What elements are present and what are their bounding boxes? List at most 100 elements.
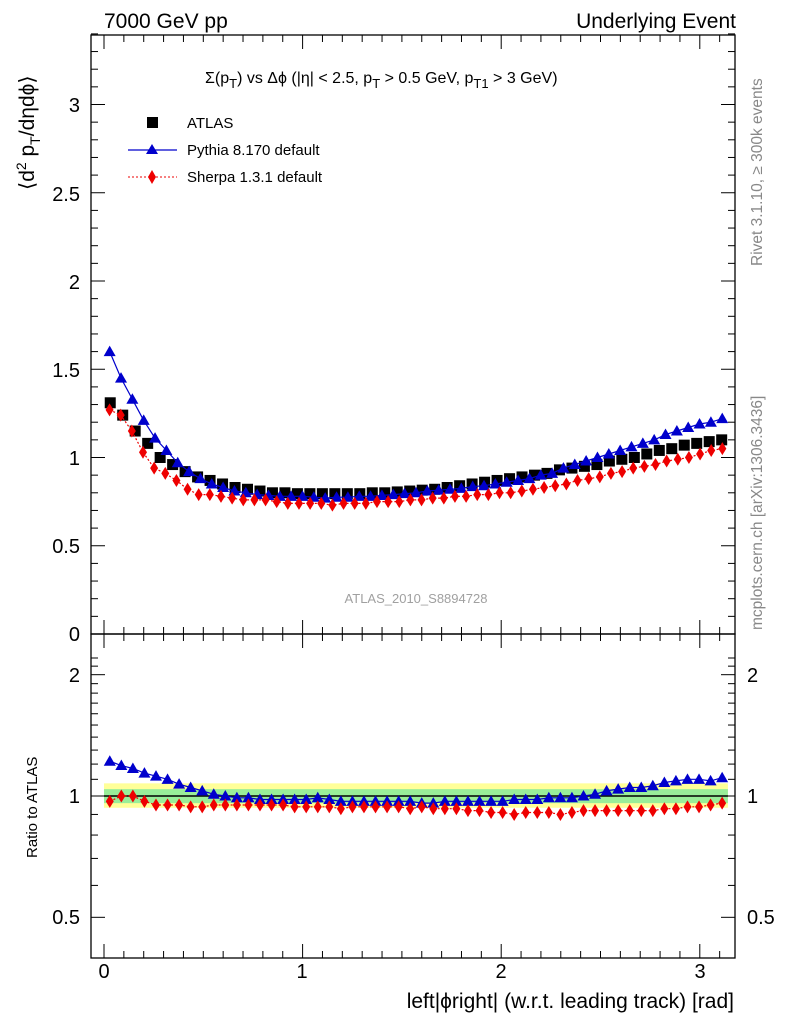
legend-label-sherpa: Sherpa 1.3.1 default xyxy=(187,169,323,186)
x-tick-2: 2 xyxy=(495,961,506,983)
sherpa-point xyxy=(495,486,504,500)
sherpa-ratio-point xyxy=(348,800,357,814)
pythia-point xyxy=(716,412,729,424)
sherpa-point xyxy=(540,481,549,495)
atlas-point xyxy=(516,471,528,483)
pythia-point xyxy=(580,455,593,466)
atlas-point xyxy=(304,488,316,500)
pythia-ratio-point xyxy=(323,793,336,805)
sherpa-ratio-point xyxy=(232,798,241,812)
sherpa-ratio-point xyxy=(383,800,392,814)
pythia-point xyxy=(421,485,434,496)
sherpa-point xyxy=(640,459,649,473)
atlas-point xyxy=(416,484,428,496)
pythia-ratio-point xyxy=(542,791,555,803)
atlas-point xyxy=(142,437,154,449)
pythia-point xyxy=(546,467,559,478)
pythia-ratio-point xyxy=(600,784,613,796)
main-y-tick-2.5: 2.5 xyxy=(52,184,80,206)
pythia-point xyxy=(194,472,207,484)
sherpa-ratio-point xyxy=(359,800,368,814)
pythia-ratio-point xyxy=(242,791,255,803)
sherpa-point xyxy=(551,479,560,493)
pythia-ratio-point xyxy=(658,776,671,788)
pythia-point xyxy=(217,481,230,493)
pythia-ratio-point xyxy=(554,791,567,803)
sherpa-point xyxy=(595,470,604,484)
pythia-ratio-point xyxy=(508,793,521,805)
sherpa-ratio-point xyxy=(510,807,519,821)
ratio-series-group xyxy=(103,755,729,821)
atlas-point xyxy=(266,487,278,499)
x-tick-3: 3 xyxy=(694,961,705,983)
sherpa-ratio-point xyxy=(683,800,692,814)
atlas-point xyxy=(666,443,678,455)
rivet-label: Rivet 3.1.10, ≥ 300k events xyxy=(749,78,766,266)
sherpa-point xyxy=(272,495,281,509)
pythia-point xyxy=(523,472,536,484)
ratio-y-tick-2-right: 2 xyxy=(747,665,758,687)
sherpa-point xyxy=(395,495,404,509)
pythia-ratio-point xyxy=(149,770,162,781)
main-y-tick-1: 1 xyxy=(69,448,80,470)
sherpa-ratio-point xyxy=(475,804,484,818)
pythia-ratio-point xyxy=(473,795,486,806)
sherpa-point xyxy=(562,477,571,491)
sherpa-ratio-point xyxy=(452,802,461,816)
sherpa-ratio-point xyxy=(255,798,264,812)
sherpa-ratio-point xyxy=(140,794,149,808)
pythia-point xyxy=(489,477,502,489)
sherpa-point xyxy=(696,447,705,461)
sherpa-ratio-point xyxy=(117,789,126,803)
atlas-point xyxy=(316,488,328,500)
pythia-ratio-point xyxy=(288,793,301,805)
ratio-y-tick-1: 1 xyxy=(69,786,80,808)
pythia-point xyxy=(183,465,196,477)
sherpa-ratio-point xyxy=(163,798,172,812)
sherpa-point xyxy=(406,493,415,507)
sherpa-ratio-point xyxy=(267,798,276,812)
atlas-point xyxy=(616,453,628,465)
pythia-ratio-point xyxy=(115,759,128,771)
sherpa-ratio-point xyxy=(487,806,496,820)
pythia-point xyxy=(557,462,570,473)
analysis-watermark: ATLAS_2010_S8894728 xyxy=(345,591,488,606)
main-y-axis-label: ⟨d2 pT/dηdϕ⟩ xyxy=(13,75,43,190)
sherpa-ratio-point xyxy=(151,798,160,812)
sherpa-ratio-point xyxy=(660,802,669,816)
sherpa-point xyxy=(673,452,682,466)
sherpa-ratio-point xyxy=(498,806,507,820)
sherpa-point xyxy=(172,473,181,487)
pythia-point xyxy=(704,416,717,427)
atlas-point xyxy=(391,486,403,498)
sherpa-point xyxy=(606,466,615,480)
pythia-ratio-point xyxy=(311,791,324,803)
sherpa-point xyxy=(584,472,593,486)
atlas-point xyxy=(179,466,191,478)
sherpa-point xyxy=(116,408,125,422)
sherpa-ratio-point xyxy=(128,789,137,803)
sherpa-point xyxy=(618,465,627,479)
sherpa-ratio-point xyxy=(556,807,565,821)
sherpa-ratio-point xyxy=(533,806,542,820)
header-right: Underlying Event xyxy=(576,10,736,33)
pythia-ratio-point xyxy=(138,767,151,778)
legend-label-atlas: ATLAS xyxy=(187,115,233,132)
atlas-point xyxy=(379,487,391,499)
sherpa-ratio-point xyxy=(371,800,380,814)
atlas-point xyxy=(716,434,728,446)
pythia-point xyxy=(149,432,162,443)
sherpa-ratio-point xyxy=(637,804,646,818)
sherpa-point xyxy=(506,486,515,500)
pythia-point xyxy=(353,490,366,501)
pythia-ratio-point xyxy=(693,773,706,784)
sherpa-point xyxy=(684,451,693,464)
atlas-point xyxy=(491,474,503,486)
sherpa-ratio-point xyxy=(290,800,299,814)
x-tick-0: 0 xyxy=(98,961,109,983)
ratio-y-tick-0.5-right: 0.5 xyxy=(747,907,775,929)
pythia-ratio-point xyxy=(519,793,532,805)
pythia-point xyxy=(205,477,218,489)
pythia-ratio-point xyxy=(612,783,625,794)
sherpa-ratio-point xyxy=(105,794,114,808)
